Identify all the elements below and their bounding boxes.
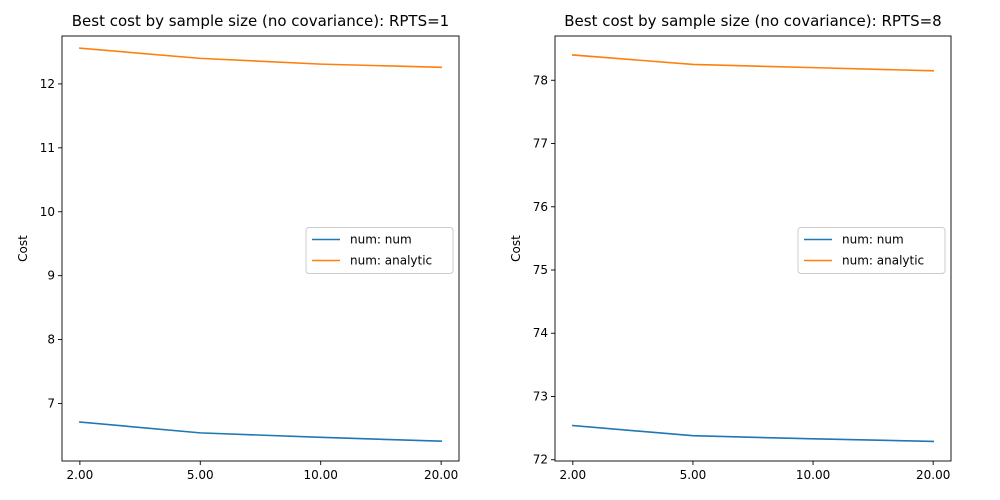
- y-axis-label: Cost: [16, 235, 30, 262]
- legend: num: num num: analytic: [797, 227, 946, 274]
- y-tick-label: 9: [47, 269, 55, 283]
- x-tick-label: 5.00: [680, 468, 707, 482]
- legend-label: num: num: [842, 233, 904, 247]
- chart-panel-1: Best cost by sample size (no covariance)…: [16, 12, 460, 482]
- chart-panel-2: Best cost by sample size (no covariance)…: [509, 12, 952, 482]
- legend-box: [305, 227, 454, 274]
- x-tick-label: 10.00: [304, 468, 338, 482]
- y-tick-label: 10: [40, 205, 55, 219]
- legend-label: num: analytic: [842, 254, 924, 268]
- chart-title: Best cost by sample size (no covariance)…: [72, 12, 449, 30]
- axes-frame: [61, 35, 460, 462]
- y-tick-label: 76: [533, 200, 548, 214]
- axes-frame: [554, 35, 952, 462]
- y-tick-label: 74: [533, 326, 548, 340]
- y-axis-label: Cost: [509, 235, 523, 262]
- series-line-2: [571, 54, 935, 72]
- y-tick-label: 78: [533, 73, 548, 87]
- y-tick-label: 77: [533, 137, 548, 151]
- x-tick-label: 20.00: [424, 468, 458, 482]
- y-tick-label: 73: [533, 389, 548, 403]
- y-tick-label: 12: [40, 77, 55, 91]
- legend-label: num: analytic: [350, 254, 432, 268]
- series-line-2: [78, 47, 442, 69]
- legend-label: num: num: [350, 233, 412, 247]
- x-tick-label: 2.00: [559, 468, 586, 482]
- x-tick-label: 5.00: [187, 468, 214, 482]
- x-tick-label: 2.00: [67, 468, 94, 482]
- y-tick-label: 8: [47, 333, 55, 347]
- x-tick-label: 20.00: [916, 468, 950, 482]
- series-line-1: [571, 424, 934, 443]
- x-tick-label: 10.00: [796, 468, 830, 482]
- legend-box: [797, 227, 946, 274]
- y-tick-label: 72: [533, 453, 548, 467]
- chart-title: Best cost by sample size (no covariance)…: [564, 12, 941, 30]
- legend: num: num num: analytic: [305, 227, 454, 274]
- series-line-1: [78, 421, 442, 443]
- y-tick-label: 7: [47, 396, 55, 410]
- y-tick-label: 75: [533, 263, 548, 277]
- y-tick-label: 11: [40, 141, 55, 155]
